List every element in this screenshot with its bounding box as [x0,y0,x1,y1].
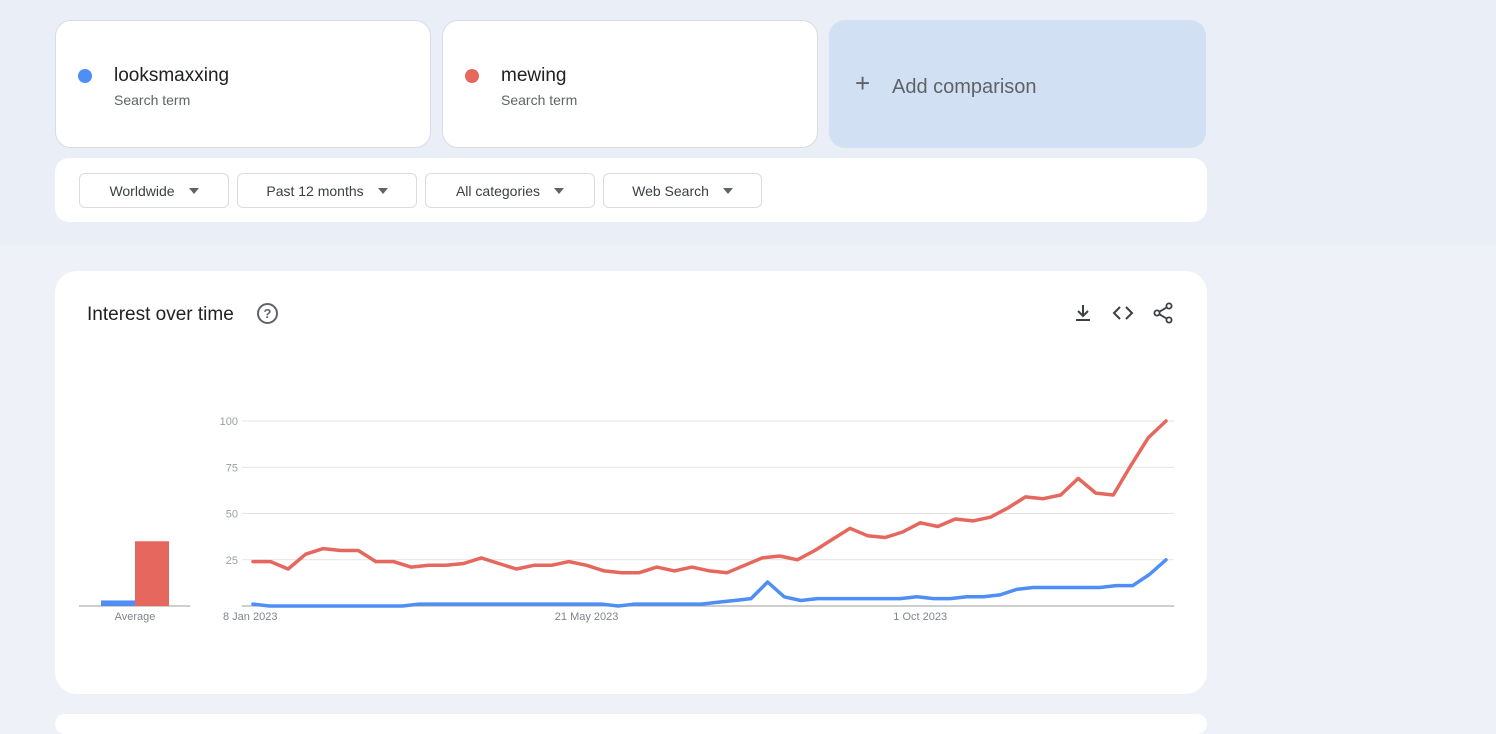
filter-label: Past 12 months [266,182,364,199]
term-card-looksmaxxing[interactable]: looksmaxxing Search term [55,20,431,148]
plus-icon: + [855,68,871,98]
term-sublabel: Search term [501,92,578,108]
filter-label: Worldwide [109,182,175,199]
embed-code-icon[interactable] [1111,301,1135,325]
term-card-mewing[interactable]: mewing Search term [442,20,818,148]
share-icon[interactable] [1151,301,1175,325]
filter-bar: Worldwide Past 12 months All categories … [55,158,1207,222]
add-comparison-label: Add comparison [892,76,1037,98]
interest-over-time-card: Interest over time ? [55,271,1207,694]
caret-down-icon [377,187,388,194]
filter-label: All categories [455,182,541,199]
download-icon[interactable] [1071,301,1095,325]
filter-location-dropdown[interactable]: Worldwide [79,173,229,208]
caret-down-icon [722,187,733,194]
filter-time-dropdown[interactable]: Past 12 months [237,173,417,208]
add-comparison-button[interactable]: + Add comparison [829,20,1206,148]
caret-down-icon [188,187,199,194]
series-color-dot [78,69,92,83]
card-title: Interest over time [87,304,234,325]
filter-category-dropdown[interactable]: All categories [425,173,595,208]
question-circle-icon[interactable]: ? [257,303,278,324]
filter-label: Web Search [632,182,709,199]
term-label[interactable]: mewing [501,65,567,86]
term-label[interactable]: looksmaxxing [114,65,230,86]
next-card-edge [55,714,1207,734]
caret-down-icon [554,187,565,194]
filter-search-type-dropdown[interactable]: Web Search [603,173,762,208]
term-sublabel: Search term [114,92,191,108]
series-color-dot [465,69,479,83]
